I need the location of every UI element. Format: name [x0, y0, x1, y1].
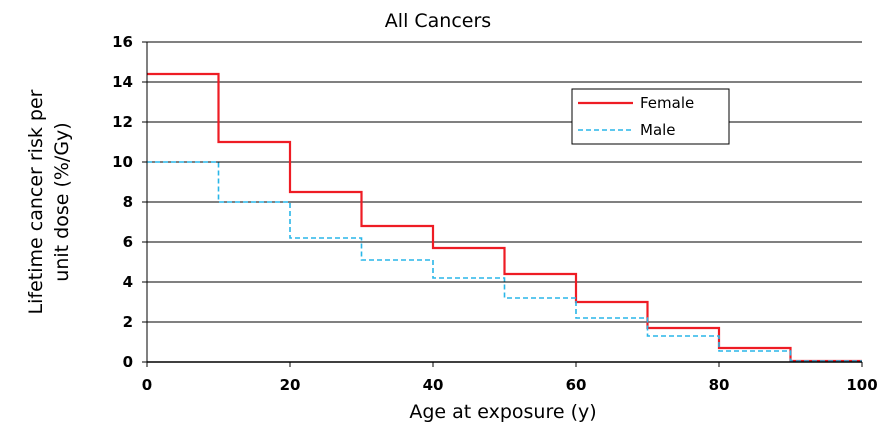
y-axis-ticks: 0 2 4 6 8 10 12 14 16	[112, 33, 147, 371]
y-axis-label: Lifetime cancer risk per unit dose (%/Gy…	[25, 89, 73, 314]
y-tick-label-2: 2	[123, 313, 133, 331]
y-tick-label-0: 0	[123, 353, 133, 371]
x-tick-label-20: 20	[280, 376, 301, 394]
x-tick-label-100: 100	[846, 376, 877, 394]
y-tick-label-10: 10	[112, 153, 133, 171]
x-tick-label-60: 60	[566, 376, 587, 394]
y-tick-label-14: 14	[112, 73, 133, 91]
legend-box	[571, 88, 730, 145]
x-tick-label-0: 0	[142, 376, 152, 394]
y-axis-label-line-1: Lifetime cancer risk per	[25, 89, 47, 314]
series-group	[147, 72, 862, 363]
gridlines	[147, 41, 862, 363]
series-male-line	[147, 161, 862, 362]
y-tick-label-4: 4	[123, 273, 133, 291]
y-tick-label-6: 6	[123, 233, 133, 251]
y-tick-label-8: 8	[123, 193, 133, 211]
x-tick-label-80: 80	[709, 376, 730, 394]
chart-title: All Cancers	[385, 10, 491, 32]
legend: Female Male	[571, 88, 730, 145]
x-axis-label: Age at exposure (y)	[409, 401, 596, 423]
legend-label-male: Male	[640, 121, 676, 139]
legend-label-female: Female	[640, 94, 694, 112]
x-axis-ticks: 0 20 40 60 80 100	[142, 362, 878, 394]
y-tick-label-16: 16	[112, 33, 133, 51]
y-axis-label-line-2: unit dose (%/Gy)	[51, 122, 73, 281]
x-tick-label-40: 40	[423, 376, 444, 394]
y-tick-label-12: 12	[112, 113, 133, 131]
series-female-line	[147, 72, 862, 363]
